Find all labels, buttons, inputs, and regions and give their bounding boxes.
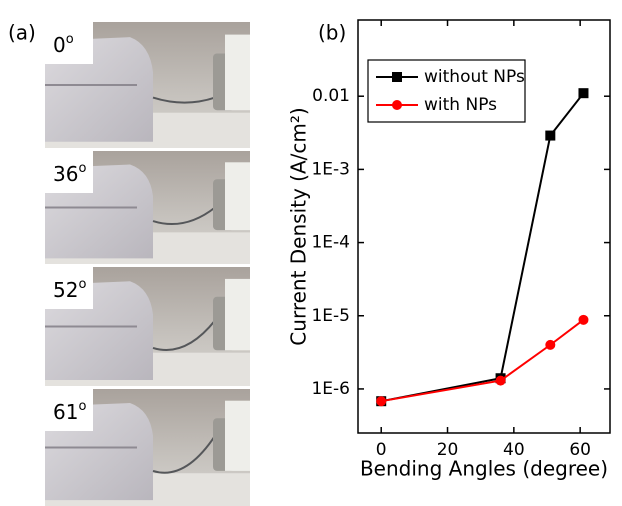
photo: 36o	[45, 151, 250, 264]
marker	[578, 88, 589, 99]
film-strip	[152, 96, 216, 104]
photo: 61o	[45, 389, 250, 506]
clamp-block	[225, 278, 250, 351]
film-strip	[152, 435, 216, 474]
y-tick-label: 0.01	[312, 86, 350, 106]
x-tick-label: 0	[376, 440, 387, 460]
y-tick-label: 1E-5	[311, 306, 350, 326]
angle: 52	[53, 278, 78, 302]
photo-label: 61o	[53, 399, 86, 424]
clamp-block	[225, 34, 250, 111]
photo-label: 52o	[53, 277, 86, 302]
y-tick-label: 1E-3	[311, 159, 350, 179]
degree-mark: o	[78, 399, 86, 414]
marker	[495, 375, 506, 386]
panel-label: (b)	[318, 21, 346, 45]
clamp-block	[225, 162, 250, 231]
angle: 36	[53, 162, 78, 186]
clamp-block	[225, 400, 250, 471]
legend-marker	[392, 100, 402, 110]
marker	[545, 130, 556, 141]
label-box	[45, 389, 93, 431]
angle: 61	[53, 400, 78, 424]
plot-frame	[357, 19, 611, 434]
photo-label: 0o	[53, 32, 74, 57]
photo: 52o	[45, 267, 250, 386]
photo-label: 36o	[53, 161, 86, 186]
legend-box	[367, 59, 526, 123]
film-strip	[152, 206, 216, 225]
x-tick-label: 40	[503, 440, 525, 460]
degree-mark: o	[78, 277, 86, 292]
photo: 0o	[45, 22, 250, 148]
series-line	[381, 92, 585, 403]
y-tick-label: 1E-4	[311, 233, 350, 253]
chart: 0 20 40 60 1E-6 1E-5 1E-4 1E-3 0.01 Bending Angle…	[287, 19, 611, 481]
x-tick-label: 20	[437, 440, 459, 460]
marker	[376, 396, 387, 407]
legend-marker	[392, 72, 402, 82]
film-strip	[152, 319, 216, 352]
panel-label: (a)	[8, 21, 36, 45]
x-tick-label: 60	[569, 440, 591, 460]
y-tick-label: 1E-6	[311, 379, 350, 399]
degree-mark: o	[66, 32, 74, 47]
y-axis-label: Current Density (A/cm²)	[287, 107, 311, 345]
angle: 0	[53, 33, 66, 57]
legend-label: without NPs	[424, 67, 525, 87]
label-box	[45, 22, 93, 64]
x-axis-label: Bending Angles (degree)	[360, 457, 608, 481]
legend-label: with NPs	[424, 95, 497, 115]
marker	[545, 339, 556, 350]
marker	[578, 314, 589, 325]
series-line	[381, 319, 585, 403]
degree-mark: o	[78, 161, 86, 176]
label-box	[45, 267, 93, 309]
label-box	[45, 151, 93, 193]
